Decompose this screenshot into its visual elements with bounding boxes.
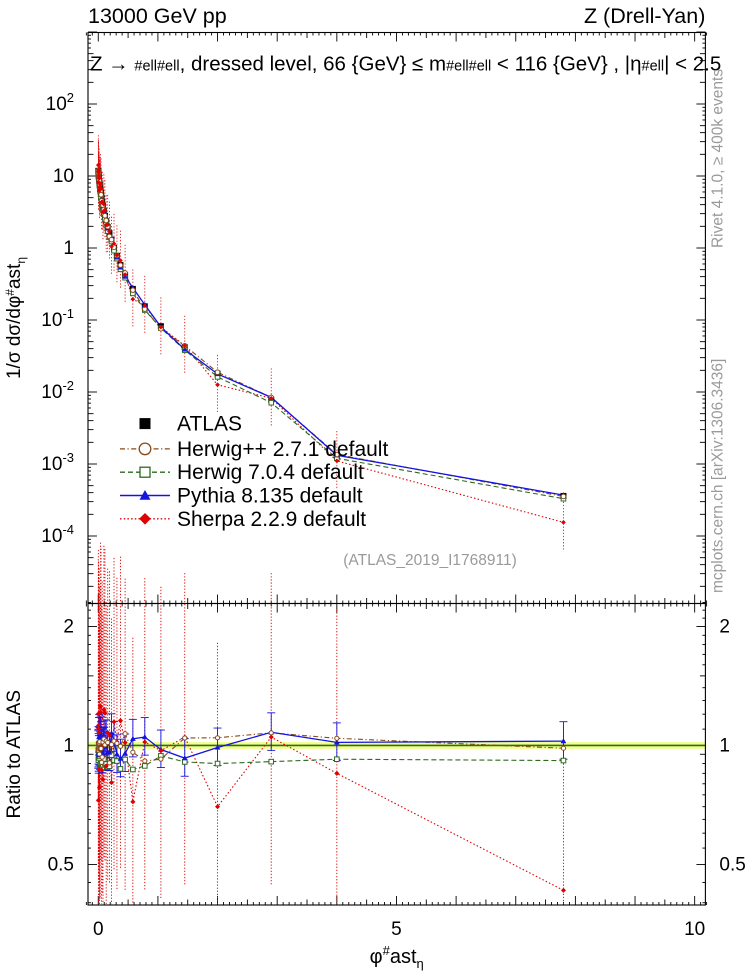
svg-text:0.5: 0.5: [719, 854, 745, 875]
svg-text:1/σ dσ/dφ#astη: 1/σ dσ/dφ#astη: [3, 257, 28, 379]
svg-text:Z (Drell-Yan): Z (Drell-Yan): [584, 4, 705, 28]
svg-text:1: 1: [719, 735, 730, 756]
svg-text:0: 0: [93, 919, 104, 940]
svg-text:Z → #ell#ell, dressed level, 6: Z → #ell#ell, dressed level, 66 {GeV} ≤ …: [90, 53, 721, 76]
svg-text:ATLAS: ATLAS: [177, 413, 242, 436]
svg-text:1: 1: [63, 735, 74, 756]
svg-text:0.5: 0.5: [48, 854, 74, 875]
svg-text:10: 10: [684, 919, 705, 940]
svg-text:(ATLAS_2019_I1768911): (ATLAS_2019_I1768911): [343, 552, 517, 569]
svg-text:5: 5: [391, 919, 402, 940]
svg-text:Pythia 8.135 default: Pythia 8.135 default: [177, 485, 363, 508]
svg-text:Rivet 4.1.0, ≥ 400k events: Rivet 4.1.0, ≥ 400k events: [709, 69, 726, 248]
svg-text:Herwig 7.0.4 default: Herwig 7.0.4 default: [177, 461, 364, 484]
svg-text:10: 10: [53, 166, 74, 187]
svg-text:2: 2: [63, 617, 74, 638]
svg-text:13000 GeV pp: 13000 GeV pp: [88, 4, 227, 28]
svg-text:Herwig++ 2.7.1 default: Herwig++ 2.7.1 default: [177, 438, 388, 461]
svg-text:2: 2: [719, 617, 730, 638]
svg-text:Ratio to ATLAS: Ratio to ATLAS: [4, 690, 25, 819]
svg-text:1: 1: [63, 238, 74, 259]
svg-text:mcplots.cern.ch [arXiv:1306.34: mcplots.cern.ch [arXiv:1306.3436]: [709, 359, 726, 593]
svg-text:Sherpa 2.2.9 default: Sherpa 2.2.9 default: [177, 508, 366, 531]
svg-text:φ#astη: φ#astη: [370, 943, 424, 971]
